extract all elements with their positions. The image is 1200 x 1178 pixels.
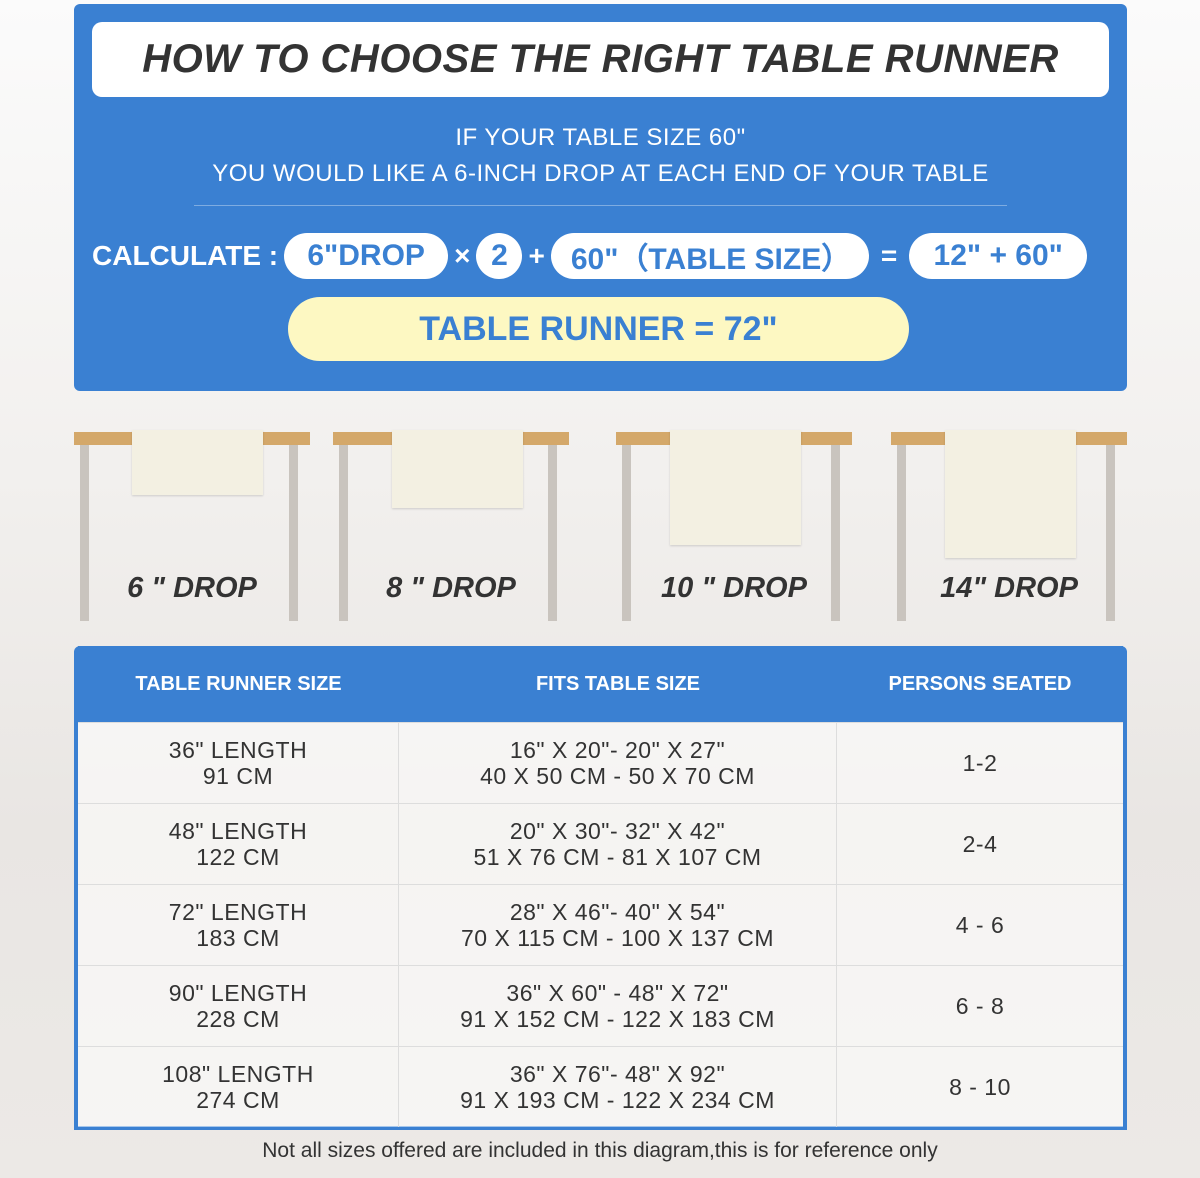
fits-table-cell: 16" X 20"- 20" X 27" 40 X 50 CM - 50 X 70… [399,723,837,803]
fits-cm: 91 X 152 CM - 122 X 183 CM [460,1006,775,1032]
drop-label: 8 " DROP [386,572,516,604]
intro-line-2: YOU WOULD LIKE A 6-INCH DROP AT EACH END… [212,160,989,187]
table-row: 48" LENGTH 122 CM 20" X 30"- 32" X 42" 51 … [78,803,1123,884]
persons-cell: 4 - 6 [837,885,1123,965]
table-row: 72" LENGTH 183 CM 28" X 46"- 40" X 54" 70 … [78,884,1123,965]
persons-cell: 1-2 [837,723,1123,803]
plus-sign: + [528,240,545,271]
drop-label: 6 " DROP [127,572,257,604]
persons-cell: 6 - 8 [837,966,1123,1046]
equals-sign: = [880,240,898,271]
fits-cm: 91 X 193 CM - 122 X 234 CM [460,1087,775,1113]
table-leg [897,445,906,621]
persons-cell: 8 - 10 [837,1047,1123,1127]
times-sign: × [454,240,471,271]
multiplier-pill: 2 [476,233,523,279]
table-leg [289,445,298,621]
fits-cm: 51 X 76 CM - 81 X 107 CM [473,844,762,870]
persons-value: 4 - 6 [955,912,1005,938]
drop-illustration: 8 " DROP [333,430,569,622]
length-cm: 274 CM [196,1087,280,1113]
persons-value: 1-2 [962,750,998,776]
header-fits-table: FITS TABLE SIZE [535,672,701,695]
table-runner [392,430,523,508]
length-cm: 228 CM [196,1006,280,1032]
table-size-pill: 60"（TABLE SIZE） [550,233,869,279]
length-cm: 122 CM [196,844,280,870]
table-runner [945,430,1076,558]
fits-inches: 16" X 20"- 20" X 27" [509,737,726,763]
fits-inches: 36" X 60" - 48" X 72" [506,980,729,1006]
divider [194,205,1007,206]
table-row: 108" LENGTH 274 CM 36" X 76"- 48" X 92" 91… [78,1046,1123,1127]
fits-inches: 20" X 30"- 32" X 42" [509,818,726,844]
table-header: TABLE RUNNER SIZE FITS TABLE SIZE PERSON… [78,646,1123,722]
runner-size-cell: 90" LENGTH 228 CM [78,966,399,1046]
length-cm: 183 CM [196,925,280,951]
calculation-panel: HOW TO CHOOSE THE RIGHT TABLE RUNNER IF … [74,4,1127,391]
header-runner-size: TABLE RUNNER SIZE [135,672,342,695]
fits-table-cell: 20" X 30"- 32" X 42" 51 X 76 CM - 81 X 10… [399,804,837,884]
fits-table-cell: 36" X 60" - 48" X 72" 91 X 152 CM - 122 X… [399,966,837,1046]
table-leg [622,445,631,621]
length-cm: 91 CM [202,763,274,789]
runner-size-cell: 108" LENGTH 274 CM [78,1047,399,1127]
result-pill: TABLE RUNNER = 72" [288,297,909,361]
fits-inches: 28" X 46"- 40" X 54" [509,899,726,925]
table-leg [80,445,89,621]
table-leg [339,445,348,621]
length-inches: 72" LENGTH [168,899,308,925]
length-inches: 108" LENGTH [162,1061,314,1087]
table-leg [1106,445,1115,621]
table-runner [132,430,263,495]
persons-cell: 2-4 [837,804,1123,884]
calculation-row: CALCULATE : 6"DROP × 2 + 60"（TABLE SIZE）… [92,233,1088,279]
footnote: Not all sizes offered are included in th… [262,1139,938,1162]
length-inches: 36" LENGTH [168,737,308,763]
fits-table-cell: 28" X 46"- 40" X 54" 70 X 115 CM - 100 X … [399,885,837,965]
fits-cm: 40 X 50 CM - 50 X 70 CM [480,763,755,789]
drop-label: 10 " DROP [661,572,807,604]
page-title: HOW TO CHOOSE THE RIGHT TABLE RUNNER [92,22,1109,97]
persons-value: 2-4 [962,831,998,857]
fits-table-cell: 36" X 76"- 48" X 92" 91 X 193 CM - 122 X … [399,1047,837,1127]
drop-pill: 6"DROP [284,233,449,279]
fits-inches: 36" X 76"- 48" X 92" [509,1061,726,1087]
table-row: 36" LENGTH 91 CM 16" X 20"- 20" X 27" 40 X… [78,722,1123,803]
table-row: 90" LENGTH 228 CM 36" X 60" - 48" X 72" 91… [78,965,1123,1046]
table-leg [831,445,840,621]
table-runner [670,430,801,545]
persons-value: 6 - 8 [955,993,1005,1019]
runner-size-cell: 72" LENGTH 183 CM [78,885,399,965]
length-inches: 48" LENGTH [168,818,308,844]
fits-cm: 70 X 115 CM - 100 X 137 CM [461,925,774,951]
result-expression-pill: 12" + 60" [909,233,1088,279]
header-persons: PERSONS SEATED [888,672,1072,695]
length-inches: 90" LENGTH [168,980,308,1006]
drop-illustration: 6 " DROP [74,430,310,622]
drop-label: 14" DROP [940,572,1078,604]
drop-illustration: 14" DROP [891,430,1127,622]
table-leg [548,445,557,621]
runner-size-cell: 48" LENGTH 122 CM [78,804,399,884]
intro-line-1: IF YOUR TABLE SIZE 60" [455,124,746,151]
persons-value: 8 - 10 [949,1074,1011,1100]
calculate-label: CALCULATE : [92,240,279,271]
drop-illustration: 10 " DROP [616,430,852,622]
size-table: TABLE RUNNER SIZE FITS TABLE SIZE PERSON… [74,646,1127,1130]
runner-size-cell: 36" LENGTH 91 CM [78,723,399,803]
